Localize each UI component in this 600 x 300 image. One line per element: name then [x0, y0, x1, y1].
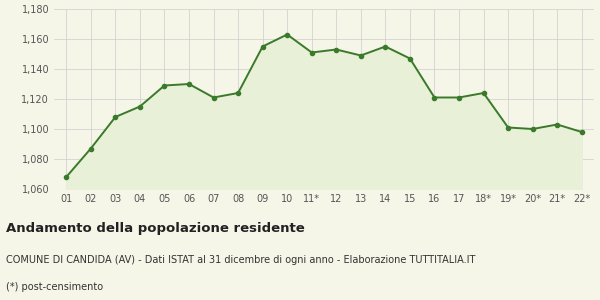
Text: COMUNE DI CANDIDA (AV) - Dati ISTAT al 31 dicembre di ogni anno - Elaborazione T: COMUNE DI CANDIDA (AV) - Dati ISTAT al 3… — [6, 255, 475, 265]
Text: (*) post-censimento: (*) post-censimento — [6, 282, 103, 292]
Text: Andamento della popolazione residente: Andamento della popolazione residente — [6, 222, 305, 235]
